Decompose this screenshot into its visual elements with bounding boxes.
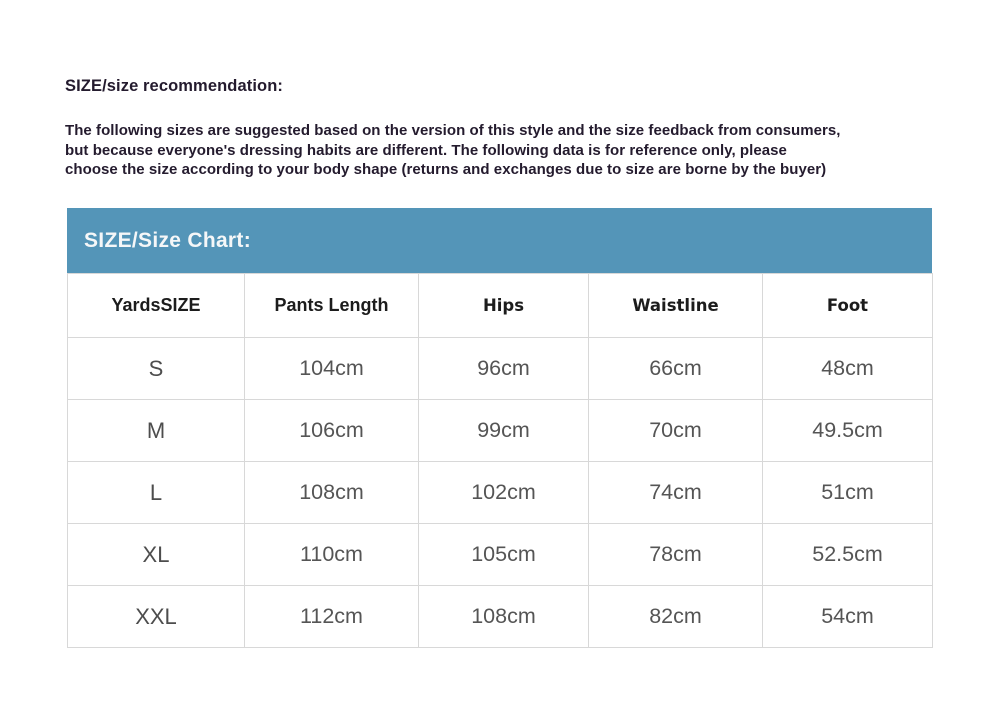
column-header-hips: Hips <box>418 273 589 338</box>
recommendation-line-3: choose the size according to your body s… <box>65 161 827 178</box>
size-chart-title-bar: SIZE/Size Chart: <box>67 208 932 273</box>
pants-length-value: 108cm <box>244 461 419 524</box>
hips-value: 108cm <box>418 585 589 648</box>
table-row-xxl: XXL 112cm 108cm 82cm 54cm <box>67 585 933 648</box>
table-row-s: S 104cm 96cm 66cm 48cm <box>67 337 933 400</box>
waistline-value: 66cm <box>588 337 763 400</box>
hips-value: 96cm <box>418 337 589 400</box>
size-chart-title: SIZE/Size Chart: <box>84 228 251 252</box>
hips-value: 102cm <box>418 461 589 524</box>
size-chart-section: SIZE/Size Chart: YardsSIZE Pants Length … <box>67 208 933 648</box>
waistline-value: 82cm <box>588 585 763 648</box>
pants-length-value: 104cm <box>244 337 419 400</box>
size-label-xl: XL <box>67 523 245 586</box>
foot-value: 51cm <box>762 461 933 524</box>
waistline-value: 78cm <box>588 523 763 586</box>
table-row-l: L 108cm 102cm 74cm 51cm <box>67 461 933 524</box>
size-table-header-row: YardsSIZE Pants Length Hips Waistline Fo… <box>67 273 933 338</box>
hips-value: 99cm <box>418 399 589 462</box>
size-label-s: S <box>67 337 245 400</box>
column-header-foot: Foot <box>762 273 933 338</box>
foot-value: 48cm <box>762 337 933 400</box>
hips-value: 105cm <box>418 523 589 586</box>
recommendation-line-2: but because everyone's dressing habits a… <box>65 141 787 159</box>
size-recommendation-paragraph: The following sizes are suggested based … <box>65 121 965 180</box>
column-header-yards-size: YardsSIZE <box>67 273 245 338</box>
foot-value: 49.5cm <box>762 399 933 462</box>
size-label-xxl: XXL <box>67 585 245 648</box>
foot-value: 52.5cm <box>762 523 933 586</box>
size-label-l: L <box>67 461 245 524</box>
pants-length-value: 106cm <box>244 399 419 462</box>
pants-length-value: 112cm <box>244 585 419 648</box>
size-recommendation-heading: SIZE/size recommendation: <box>65 77 283 95</box>
column-header-waistline: Waistline <box>588 273 763 338</box>
size-label-m: M <box>67 399 245 462</box>
table-row-m: M 106cm 99cm 70cm 49.5cm <box>67 399 933 462</box>
column-header-pants-length: Pants Length <box>244 273 419 338</box>
pants-length-value: 110cm <box>244 523 419 586</box>
waistline-value: 70cm <box>588 399 763 462</box>
waistline-value: 74cm <box>588 461 763 524</box>
foot-value: 54cm <box>762 585 933 648</box>
table-row-xl: XL 110cm 105cm 78cm 52.5cm <box>67 523 933 586</box>
recommendation-line-1: The following sizes are suggested based … <box>65 122 841 139</box>
size-table: YardsSIZE Pants Length Hips Waistline Fo… <box>67 273 933 648</box>
